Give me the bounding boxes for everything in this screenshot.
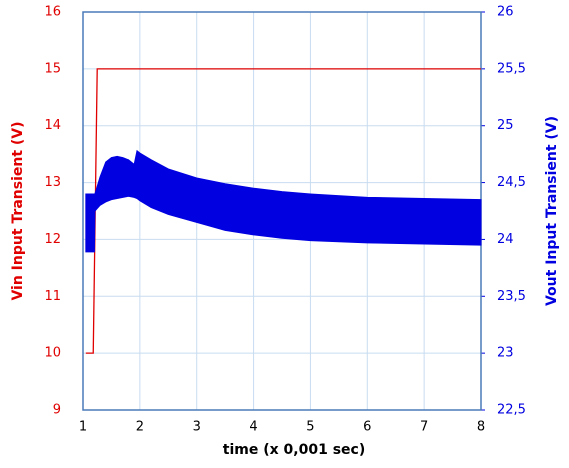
y2-tick-label: 24,5 xyxy=(497,175,526,190)
y2-axis-title: Vout Input Transient (V) xyxy=(544,116,560,306)
y-tick-label: 14 xyxy=(44,118,61,133)
x-tick-label: 5 xyxy=(306,420,314,435)
x-tick-label: 4 xyxy=(249,420,257,435)
x-tick-label: 6 xyxy=(363,420,371,435)
y2-tick-label: 26 xyxy=(497,5,514,20)
y-axis-title: Vin Input Transient (V) xyxy=(10,121,26,300)
y2-tick-label: 25,5 xyxy=(497,61,526,76)
y2-tick-label: 24 xyxy=(497,232,514,247)
y-tick-label: 16 xyxy=(44,5,61,20)
y2-tick-label: 22,5 xyxy=(497,403,526,418)
y-tick-label: 15 xyxy=(44,61,61,76)
x-tick-label: 8 xyxy=(477,420,485,435)
x-tick-label: 1 xyxy=(79,420,87,435)
x-tick-label: 7 xyxy=(420,420,428,435)
y2-tick-label: 25 xyxy=(497,118,514,133)
y-tick-label: 10 xyxy=(44,346,61,361)
x-tick-label: 2 xyxy=(136,420,144,435)
signal-band xyxy=(85,149,482,253)
x-tick-label: 3 xyxy=(193,420,201,435)
y-tick-label: 9 xyxy=(53,403,61,418)
y-tick-label: 11 xyxy=(44,289,61,304)
y2-tick-label: 23,5 xyxy=(497,289,526,304)
y2-tick-label: 23 xyxy=(497,346,514,361)
y-tick-label: 12 xyxy=(44,232,61,247)
x-axis-title: time (x 0,001 sec) xyxy=(223,442,365,458)
y-tick-label: 13 xyxy=(44,175,61,190)
